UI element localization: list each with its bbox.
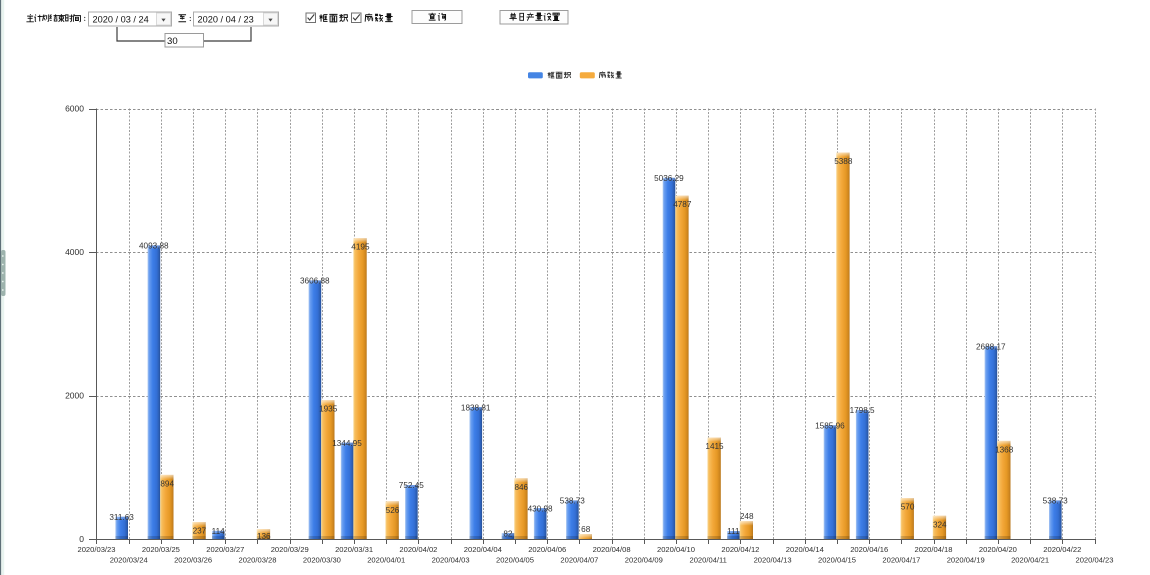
svg-text:248: 248 [740, 512, 754, 521]
svg-text:2020/03/23: 2020/03/23 [77, 545, 115, 554]
svg-text:2020/04/22: 2020/04/22 [1043, 545, 1081, 554]
svg-text:1935: 1935 [319, 405, 338, 414]
svg-text:2020/04/13: 2020/04/13 [754, 556, 792, 565]
svg-text:311.63: 311.63 [109, 513, 134, 522]
svg-text:538.73: 538.73 [560, 497, 585, 506]
svg-text:2020/03/29: 2020/03/29 [271, 545, 309, 554]
svg-text:82: 82 [503, 529, 513, 538]
svg-text:2020/04/05: 2020/04/05 [496, 556, 534, 565]
svg-text:237: 237 [193, 527, 207, 536]
svg-text:2020/03/28: 2020/03/28 [238, 556, 276, 565]
svg-text:2020/04/19: 2020/04/19 [947, 556, 985, 565]
svg-text:2020/04/07: 2020/04/07 [560, 556, 598, 565]
svg-text:2020/04/01: 2020/04/01 [367, 556, 405, 565]
svg-text:5036.29: 5036.29 [654, 174, 684, 183]
svg-text:2020/03/27: 2020/03/27 [206, 545, 244, 554]
svg-text:4000: 4000 [65, 247, 84, 257]
svg-text:2020/03/30: 2020/03/30 [303, 556, 341, 565]
svg-text:2020/04/23: 2020/04/23 [1075, 556, 1113, 565]
svg-text:2688.17: 2688.17 [976, 342, 1006, 351]
svg-text:2020/04/20: 2020/04/20 [979, 545, 1017, 554]
svg-text:2020 / 03 / 24: 2020 / 03 / 24 [93, 14, 149, 24]
svg-text:526: 526 [386, 506, 400, 515]
svg-text:2020 / 04 / 23: 2020 / 04 / 23 [198, 14, 254, 24]
svg-text:2020/04/21: 2020/04/21 [1011, 556, 1049, 565]
svg-text:846: 846 [514, 483, 528, 492]
svg-text:6000: 6000 [65, 104, 84, 114]
svg-text:3606.88: 3606.88 [300, 277, 330, 286]
svg-text:1838.81: 1838.81 [461, 403, 491, 412]
svg-text:5388: 5388 [834, 157, 853, 166]
svg-text:2020/04/02: 2020/04/02 [399, 545, 437, 554]
svg-text:538.73: 538.73 [1043, 497, 1068, 506]
svg-text:4195: 4195 [351, 243, 370, 252]
svg-text:2000: 2000 [65, 390, 84, 400]
svg-text:2020/04/03: 2020/04/03 [432, 556, 470, 565]
svg-text:2020/04/11: 2020/04/11 [689, 556, 726, 565]
svg-text:2020/04/15: 2020/04/15 [818, 556, 856, 565]
svg-text:2020/04/12: 2020/04/12 [721, 545, 759, 554]
svg-text:2020/04/16: 2020/04/16 [850, 545, 888, 554]
svg-text:894: 894 [160, 479, 174, 488]
svg-text:30: 30 [167, 36, 178, 47]
svg-text:430.98: 430.98 [528, 504, 553, 513]
svg-text:2020/03/26: 2020/03/26 [174, 556, 212, 565]
svg-text:136: 136 [257, 532, 271, 541]
svg-text:4093.88: 4093.88 [139, 242, 169, 251]
svg-text:1344.95: 1344.95 [332, 439, 362, 448]
svg-text:2020/03/25: 2020/03/25 [142, 545, 180, 554]
svg-text:114: 114 [212, 527, 225, 536]
svg-text:752.45: 752.45 [399, 481, 424, 490]
svg-text:570: 570 [901, 503, 915, 512]
svg-text:1415: 1415 [705, 442, 724, 451]
svg-text:1798.5: 1798.5 [850, 406, 875, 415]
svg-text:2020/04/10: 2020/04/10 [657, 545, 695, 554]
svg-text:324: 324 [933, 520, 947, 529]
svg-text:2020/04/08: 2020/04/08 [593, 545, 631, 554]
svg-text:2020/03/31: 2020/03/31 [335, 545, 373, 554]
svg-text:0: 0 [79, 534, 84, 544]
svg-text:2020/04/14: 2020/04/14 [786, 545, 824, 554]
svg-text:1368: 1368 [995, 445, 1014, 454]
svg-text:2020/03/24: 2020/03/24 [110, 556, 148, 565]
svg-text:2020/04/04: 2020/04/04 [464, 545, 502, 554]
svg-text:68: 68 [581, 525, 591, 534]
svg-text:4787: 4787 [673, 200, 692, 209]
svg-text:2020/04/17: 2020/04/17 [882, 556, 920, 565]
svg-text:1585.96: 1585.96 [815, 422, 845, 431]
svg-text:2020/04/18: 2020/04/18 [914, 545, 952, 554]
svg-text:111: 111 [727, 527, 740, 536]
svg-text:2020/04/09: 2020/04/09 [625, 556, 663, 565]
svg-text:2020/04/06: 2020/04/06 [528, 545, 566, 554]
